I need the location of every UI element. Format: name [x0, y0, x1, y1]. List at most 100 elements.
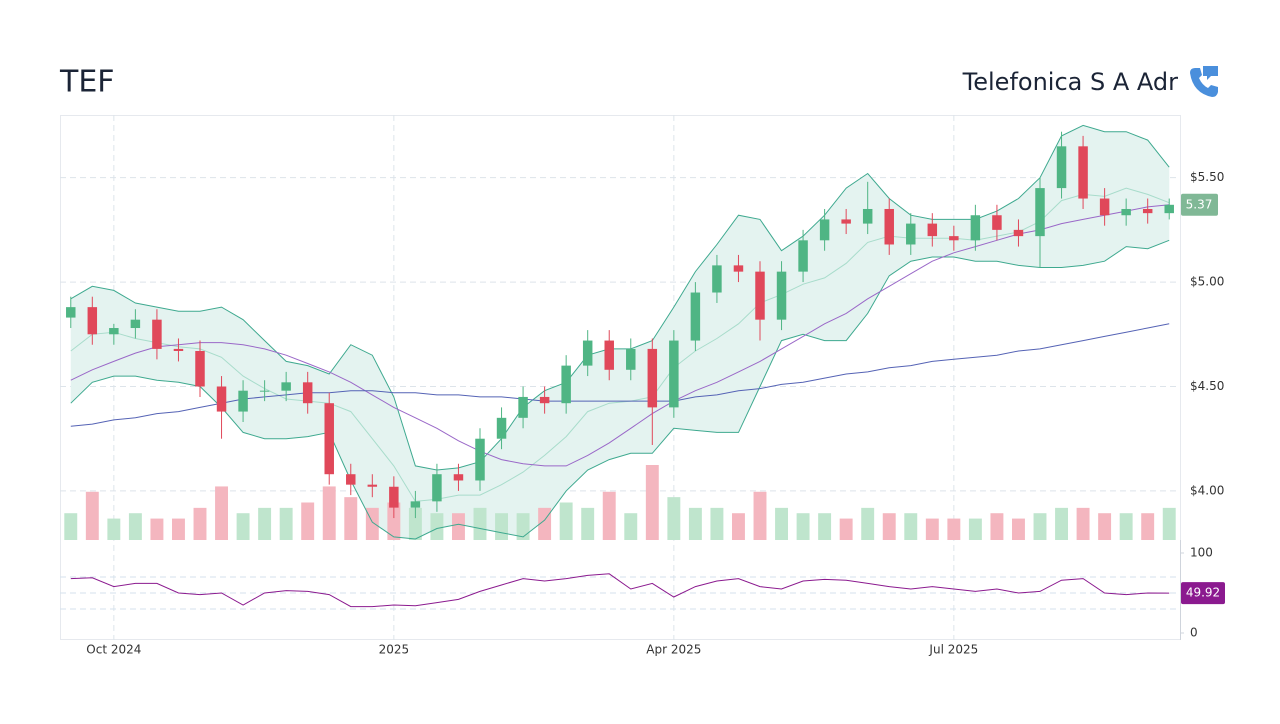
candle-body: [87, 307, 98, 335]
candle-body: [152, 319, 162, 349]
volume-bar: [1098, 513, 1112, 540]
candle-body: [389, 486, 399, 508]
volume-bar: [688, 507, 702, 540]
volume-bar: [581, 507, 595, 540]
volume-bar: [1162, 507, 1176, 540]
candle-body: [690, 292, 701, 341]
candle-body: [410, 501, 421, 508]
candle-body: [862, 208, 873, 224]
candle-body: [733, 265, 744, 272]
candle-body: [518, 396, 528, 418]
volume-bar: [645, 465, 659, 540]
candle-body: [906, 223, 916, 245]
indicator-line: [70, 239, 1170, 540]
volume-bar: [1033, 513, 1047, 540]
volume-bar: [796, 513, 810, 540]
candle-body: [604, 340, 614, 370]
candle-body: [367, 484, 378, 487]
volume-bar: [64, 513, 78, 540]
volume-bar: [818, 513, 832, 540]
phone-handset: [1190, 68, 1218, 97]
bollinger-band-fill: [70, 125, 1170, 539]
candle-body: [346, 474, 356, 485]
candle-body: [130, 319, 141, 329]
volume-bar: [968, 518, 982, 540]
volume-bar: [710, 507, 724, 540]
volume-bar: [516, 513, 530, 540]
volume-bar: [753, 491, 767, 540]
candle-body: [539, 396, 550, 404]
volume-bar: [861, 507, 875, 540]
candle-body: [582, 340, 593, 366]
volume-bar: [1076, 507, 1090, 540]
candle-body: [259, 390, 270, 392]
phone-icon[interactable]: [1190, 66, 1218, 97]
volume-bar: [430, 513, 444, 540]
volume-bar: [215, 486, 228, 540]
volume-bar: [150, 518, 164, 540]
candle-body: [819, 219, 830, 241]
volume-bar: [904, 513, 918, 540]
candle-body: [1035, 188, 1045, 237]
volume-bar: [408, 507, 422, 540]
candle-body: [992, 215, 1002, 230]
x-tick-label: 2025: [379, 643, 410, 657]
volume-bar: [1055, 507, 1068, 540]
volume-bar: [1119, 513, 1133, 540]
indicator-line: [70, 323, 1170, 427]
candle-body: [669, 340, 679, 408]
volume-bar: [172, 518, 185, 540]
candle-body: [927, 223, 938, 237]
candle-body: [1078, 146, 1088, 199]
candle-body: [302, 382, 313, 404]
candle-body: [1121, 208, 1131, 216]
volume-bar: [839, 518, 853, 540]
volume-bar: [452, 513, 465, 540]
y-tick-label: $5.00: [1190, 275, 1224, 289]
y-tick-label: $5.50: [1190, 170, 1224, 184]
last-rsi-tag: [1181, 582, 1225, 605]
phone-bubble: [1203, 66, 1218, 80]
candle-body: [324, 403, 334, 475]
candle-body: [109, 328, 119, 335]
candle-body: [195, 350, 205, 387]
volume-bar: [128, 513, 142, 540]
candle-body: [647, 348, 658, 408]
candle-body: [949, 236, 959, 241]
plot-layer: [60, 115, 1184, 640]
candle-body: [1142, 208, 1153, 214]
volume-bar: [279, 507, 293, 540]
plot-frame: [60, 115, 1181, 640]
candle-body: [712, 265, 722, 293]
volume-bar: [193, 507, 207, 540]
volume-bar: [947, 518, 961, 540]
last-rsi-label: 49.92: [1186, 586, 1220, 600]
volume-bar: [1141, 513, 1155, 540]
volume-bar: [107, 518, 121, 540]
candle-body: [66, 307, 76, 318]
candle-body: [173, 348, 184, 351]
last-price-label: 5.37: [1186, 197, 1213, 211]
volume-bar: [258, 507, 272, 540]
volume-bar: [236, 513, 250, 540]
candle-body: [1099, 198, 1110, 216]
volume-bar: [990, 513, 1004, 540]
candle-body: [475, 438, 485, 481]
candle-body: [1056, 146, 1067, 189]
volume-bar: [344, 497, 358, 540]
candle-body: [281, 382, 291, 391]
y-tick-label: $4.50: [1190, 379, 1224, 393]
volume-bar: [882, 513, 896, 540]
company-name: Telefonica S A Adr: [962, 68, 1178, 96]
volume-bar: [322, 486, 336, 540]
volume-bar: [1012, 518, 1025, 540]
x-tick-label: Jul 2025: [928, 643, 978, 657]
x-tick-label: Oct 2024: [86, 643, 141, 657]
indicator-line: [70, 204, 1170, 467]
volume-bar: [301, 502, 315, 540]
symbol: TEF: [59, 65, 115, 100]
volume-bar: [559, 502, 573, 540]
candle-body: [1013, 229, 1024, 237]
